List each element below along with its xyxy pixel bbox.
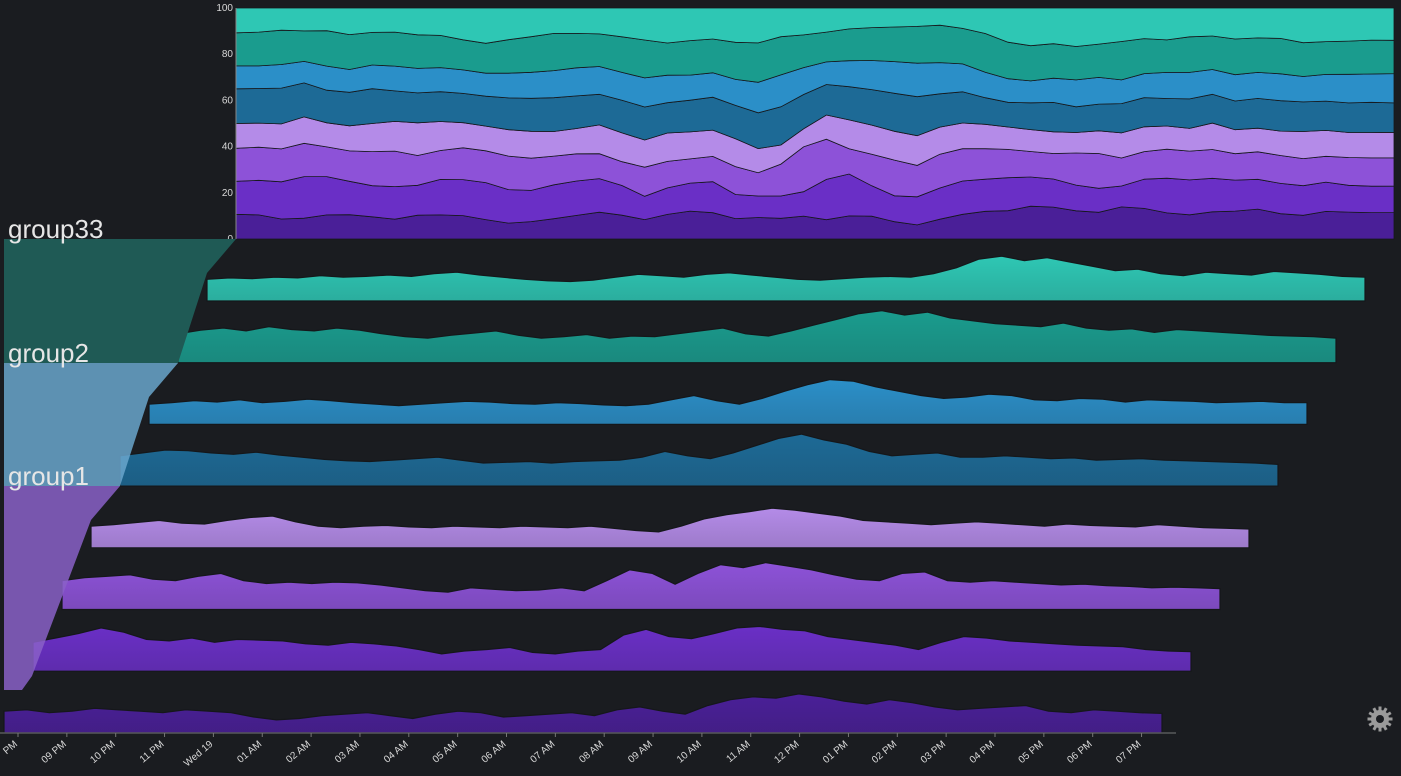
x-tick-label: 09 PM <box>40 739 69 766</box>
stream-row-s1 <box>3 693 1163 734</box>
group-panel-group2 <box>4 363 178 486</box>
stream-row-s4 <box>90 507 1250 549</box>
x-tick-label: 03 PM <box>919 739 948 766</box>
group-label-group1: group1 <box>8 461 89 491</box>
stream-row-s8 <box>206 255 1366 302</box>
gear-tooth <box>1367 717 1373 721</box>
y-tick-label: 60 <box>222 95 234 106</box>
group-label-group33: group33 <box>8 214 103 244</box>
x-tick-label: 07 AM <box>528 739 557 766</box>
x-axis: PM 09 PM 10 PM 11 PM Wed 19 01 AM 02 AM 03 AM 04… <box>0 732 1176 770</box>
stream-row-s6 <box>148 378 1308 425</box>
x-tick-label: 02 PM <box>870 739 899 766</box>
y-tick-label: 100 <box>216 3 233 14</box>
gear-tooth <box>1378 706 1382 712</box>
gear-tooth <box>1387 717 1393 721</box>
x-tick-label: PM <box>1 739 20 757</box>
x-tick-label: 04 PM <box>968 739 997 766</box>
x-tick-label: 01 AM <box>235 739 264 766</box>
stream-row-s2 <box>32 625 1192 672</box>
streamgraph-rows <box>3 255 1366 734</box>
y-tick-label: 40 <box>222 142 234 153</box>
y-tick-label: 20 <box>222 188 234 199</box>
x-tick-label: 06 PM <box>1065 739 1094 766</box>
y-tick-label: 80 <box>222 49 234 60</box>
stream-row-s5 <box>119 433 1279 487</box>
stream-row-s3 <box>61 561 1221 611</box>
gear-tooth <box>1385 721 1392 727</box>
gear-tooth <box>1372 724 1378 731</box>
x-tick-label: 01 PM <box>821 739 850 766</box>
gear-tooth <box>1382 707 1388 714</box>
stacked-percent-chart: 020406080100 <box>216 3 1395 245</box>
x-tick-label: 05 PM <box>1017 739 1046 766</box>
x-tick-label: 10 AM <box>675 739 704 766</box>
gear-tooth <box>1385 711 1392 717</box>
x-tick-label: 05 AM <box>431 739 460 766</box>
x-tick-label: 11 PM <box>138 739 167 766</box>
gear-tooth <box>1368 721 1375 727</box>
group-label-group2: group2 <box>8 338 89 368</box>
group-panel-group33 <box>4 239 236 363</box>
x-tick-label: 09 AM <box>626 739 655 766</box>
x-tick-label: 07 PM <box>1114 739 1143 766</box>
gear-tooth <box>1378 726 1382 732</box>
x-tick-label: 06 AM <box>480 739 509 766</box>
x-tick-label: 11 AM <box>724 739 752 765</box>
gear-tooth <box>1368 711 1375 717</box>
x-tick-label: 10 PM <box>88 739 117 766</box>
gear-tooth <box>1382 724 1388 731</box>
x-tick-label: 08 AM <box>577 739 606 766</box>
stream-row-s7 <box>177 310 1337 364</box>
x-tick-label: 12 PM <box>772 739 801 766</box>
group-panel-group1 <box>4 486 120 690</box>
stacked-area-s8 <box>235 7 1395 47</box>
x-tick-label: 02 AM <box>284 739 313 766</box>
x-tick-label: 03 AM <box>333 739 362 766</box>
x-tick-label: Wed 19 <box>182 739 216 770</box>
x-tick-label: 04 AM <box>382 739 411 766</box>
gear-tooth <box>1372 707 1378 714</box>
group-labels: group33 group2 group1 <box>4 214 236 690</box>
gear-icon[interactable] <box>1366 705 1394 733</box>
